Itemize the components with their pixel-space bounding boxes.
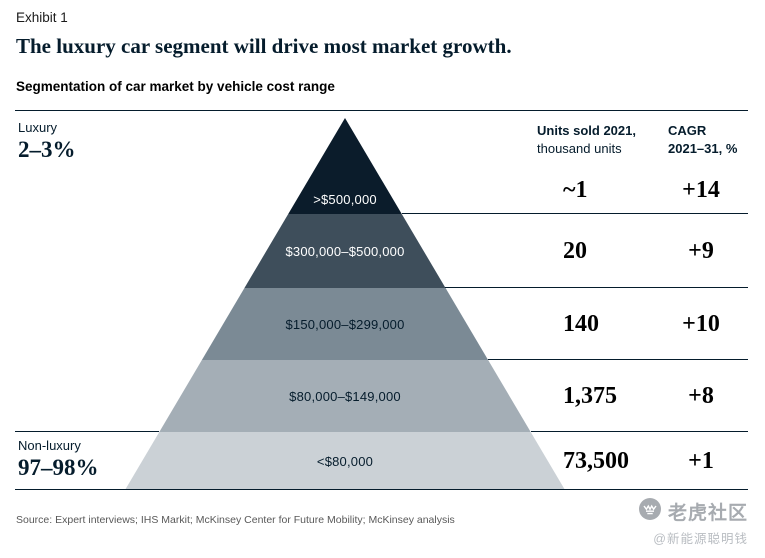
- units-header-line1: Units sold 2021,: [537, 123, 636, 138]
- row-divider-2: [445, 287, 748, 288]
- page-title: The luxury car segment will drive most m…: [16, 34, 512, 58]
- non-luxury-divider-left: [15, 431, 159, 432]
- units-value-5: 73,500: [563, 447, 629, 474]
- tier-5-label: <$80,000: [316, 453, 374, 469]
- data-row-1: ~1 +14: [563, 118, 748, 214]
- units-column-header: Units sold 2021, thousand units: [537, 122, 636, 158]
- data-row-4: 1,375 +8: [563, 360, 748, 432]
- cagr-header-line2: 2021–31, %: [668, 141, 738, 156]
- data-row-5: 73,500 +1: [563, 432, 748, 490]
- units-value-4: 1,375: [563, 382, 617, 409]
- cagr-column-header: CAGR 2021–31, %: [668, 122, 737, 158]
- tier-3-label: $150,000–$299,000: [285, 316, 405, 332]
- chart-subtitle: Segmentation of car market by vehicle co…: [16, 79, 335, 94]
- row-divider-1: [402, 213, 748, 214]
- cagr-header-line1: CAGR: [668, 123, 707, 138]
- source-note: Source: Expert interviews; IHS Markit; M…: [16, 514, 455, 526]
- pyramid-tier-1: >$500,000: [125, 118, 565, 214]
- row-divider-4: [531, 431, 748, 432]
- bottom-divider: [15, 489, 748, 490]
- tier-4-label: $80,000–$149,000: [289, 388, 401, 404]
- data-row-2: 20 +9: [563, 214, 748, 288]
- pyramid-tier-2: $300,000–$500,000: [125, 214, 565, 288]
- non-luxury-share: 97–98%: [18, 455, 99, 480]
- luxury-label: Luxury: [18, 120, 58, 135]
- pyramid-tier-4: $80,000–$149,000: [125, 360, 565, 432]
- watermark-brand: 老虎社区: [638, 497, 748, 526]
- cagr-value-5: +1: [688, 447, 714, 474]
- pyramid-tier-5: <$80,000: [125, 432, 565, 490]
- tier-1-label: >$500,000: [313, 192, 377, 207]
- units-header-line2: thousand units: [537, 141, 622, 156]
- non-luxury-label: Non-luxury: [18, 438, 81, 453]
- pyramid-chart: >$500,000 $300,000–$500,000 $150,000–$29…: [125, 118, 565, 490]
- cagr-value-4: +8: [688, 382, 714, 409]
- tiger-logo-icon: [638, 497, 662, 526]
- cagr-value-2: +9: [688, 237, 714, 264]
- units-value-2: 20: [563, 237, 587, 264]
- pyramid-tier-3: $150,000–$299,000: [125, 288, 565, 360]
- units-value-1: ~1: [563, 177, 588, 203]
- units-value-3: 140: [563, 310, 599, 337]
- row-divider-3: [488, 359, 748, 360]
- tier-2-label: $300,000–$500,000: [285, 243, 405, 259]
- watermark-brand-text: 老虎社区: [667, 503, 748, 524]
- exhibit-label: Exhibit 1: [16, 10, 68, 25]
- watermark-handle: @新能源聪明钱: [653, 532, 748, 546]
- luxury-share: 2–3%: [18, 137, 76, 162]
- cagr-value-3: +10: [682, 310, 720, 337]
- cagr-value-1: +14: [682, 177, 720, 203]
- data-row-3: 140 +10: [563, 288, 748, 360]
- header-divider: [15, 110, 748, 111]
